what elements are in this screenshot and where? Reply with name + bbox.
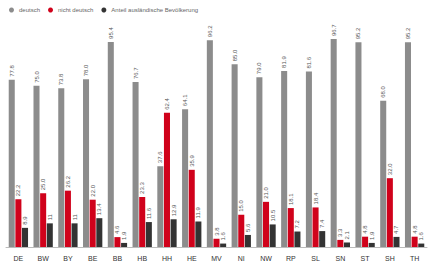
svg-text:37.6: 37.6	[157, 151, 163, 163]
svg-text:32.0: 32.0	[387, 163, 393, 175]
svg-text:nicht deutsch: nicht deutsch	[58, 7, 93, 13]
svg-text:BW: BW	[38, 255, 50, 262]
svg-text:NW: NW	[260, 255, 272, 262]
svg-text:HH: HH	[162, 255, 172, 262]
svg-text:HE: HE	[187, 255, 197, 262]
svg-text:85.0: 85.0	[232, 49, 238, 61]
svg-text:3.3: 3.3	[337, 228, 343, 237]
svg-text:62.4: 62.4	[164, 97, 170, 109]
svg-text:75.0: 75.0	[34, 70, 40, 82]
svg-text:RP: RP	[286, 255, 296, 262]
svg-text:1.6: 1.6	[418, 232, 424, 241]
svg-text:35.9: 35.9	[189, 154, 195, 166]
svg-text:4.6: 4.6	[114, 225, 120, 234]
svg-text:1.6: 1.6	[220, 232, 226, 241]
svg-text:78.0: 78.0	[83, 64, 89, 76]
svg-text:4.8: 4.8	[412, 225, 418, 234]
svg-text:81.6: 81.6	[306, 56, 312, 68]
svg-text:BB: BB	[113, 255, 123, 262]
svg-text:23.3: 23.3	[139, 182, 145, 194]
svg-text:BE: BE	[88, 255, 98, 262]
svg-text:SL: SL	[311, 255, 320, 262]
svg-text:10.5: 10.5	[270, 209, 276, 221]
svg-text:7.4: 7.4	[319, 219, 325, 228]
svg-text:DE: DE	[14, 255, 24, 262]
svg-text:79.0: 79.0	[256, 62, 262, 74]
svg-text:TH: TH	[410, 255, 419, 262]
svg-text:ST: ST	[361, 255, 371, 262]
svg-text:12.9: 12.9	[171, 204, 177, 216]
svg-text:95.4: 95.4	[108, 27, 114, 39]
svg-text:NI: NI	[238, 255, 245, 262]
svg-text:7.2: 7.2	[294, 220, 300, 229]
svg-text:22.2: 22.2	[15, 184, 21, 196]
svg-text:21.0: 21.0	[263, 187, 269, 199]
svg-text:68.0: 68.0	[380, 85, 386, 97]
svg-text:MV: MV	[211, 255, 222, 262]
svg-text:81.9: 81.9	[281, 56, 287, 68]
svg-text:73.8: 73.8	[58, 73, 64, 85]
svg-text:11.9: 11.9	[195, 207, 201, 219]
svg-text:11: 11	[72, 213, 78, 220]
svg-text:25.0: 25.0	[40, 178, 46, 190]
svg-text:96.7: 96.7	[331, 24, 337, 36]
svg-text:64.1: 64.1	[182, 94, 188, 106]
svg-text:18.4: 18.4	[313, 192, 319, 204]
svg-text:95.2: 95.2	[355, 27, 361, 39]
svg-text:1.9: 1.9	[369, 231, 375, 240]
svg-text:76.7: 76.7	[133, 67, 139, 79]
svg-text:11.6: 11.6	[146, 207, 152, 219]
svg-text:HB: HB	[137, 255, 147, 262]
svg-text:18.1: 18.1	[288, 193, 294, 205]
svg-text:26.2: 26.2	[65, 175, 71, 187]
svg-text:5.6: 5.6	[245, 223, 251, 232]
svg-text:96.2: 96.2	[207, 25, 213, 37]
svg-text:3.8: 3.8	[214, 227, 220, 236]
svg-text:11: 11	[47, 213, 53, 220]
svg-text:BY: BY	[63, 255, 73, 262]
svg-text:4.7: 4.7	[393, 225, 399, 234]
svg-text:8.9: 8.9	[22, 216, 28, 225]
svg-text:2.1: 2.1	[344, 230, 350, 239]
svg-text:1.9: 1.9	[121, 231, 127, 240]
svg-text:77.8: 77.8	[9, 64, 15, 76]
svg-text:Anteil ausländische Bevölkerun: Anteil ausländische Bevölkerung	[111, 7, 198, 13]
svg-text:SN: SN	[335, 255, 345, 262]
svg-text:SH: SH	[385, 255, 395, 262]
svg-text:95.2: 95.2	[405, 27, 411, 39]
svg-text:4.8: 4.8	[362, 225, 368, 234]
svg-text:13.4: 13.4	[96, 203, 102, 215]
svg-text:deutsch: deutsch	[19, 7, 40, 13]
svg-text:15.0: 15.0	[238, 199, 244, 211]
svg-text:22.0: 22.0	[90, 184, 96, 196]
